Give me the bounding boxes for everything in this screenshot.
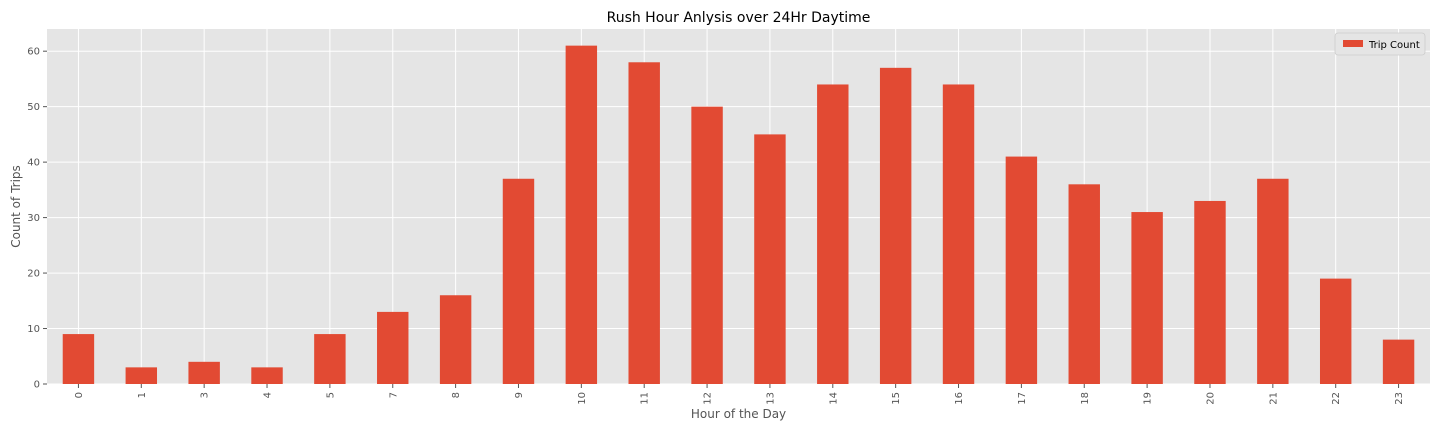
bar-hour-0 bbox=[62, 334, 95, 384]
x-tick-label: 22 bbox=[1331, 392, 1342, 405]
x-tick-label: 15 bbox=[891, 392, 902, 405]
x-tick-label: 23 bbox=[1394, 392, 1405, 405]
x-tick-label: 11 bbox=[640, 392, 651, 405]
x-tick-label: 9 bbox=[514, 392, 525, 398]
x-tick-label: 20 bbox=[1205, 392, 1216, 405]
x-tick-label: 10 bbox=[577, 392, 588, 405]
x-tick-label: 18 bbox=[1080, 392, 1091, 405]
x-tick-label: 21 bbox=[1268, 392, 1279, 405]
x-tick-label: 5 bbox=[325, 392, 336, 398]
bar-hour-23 bbox=[1382, 339, 1415, 384]
y-tick-label: 40 bbox=[27, 158, 40, 169]
bar-hour-8 bbox=[439, 295, 472, 384]
x-tick-label: 3 bbox=[200, 392, 211, 398]
x-tick-label: 14 bbox=[828, 392, 839, 405]
x-tick-label: 16 bbox=[954, 392, 965, 405]
y-axis-label: Count of Trips bbox=[9, 165, 23, 248]
x-tick-label: 1 bbox=[137, 392, 148, 398]
bar-hour-4 bbox=[251, 367, 283, 384]
bar-hour-11 bbox=[628, 62, 660, 384]
bars bbox=[62, 45, 1415, 384]
y-tick-label: 20 bbox=[27, 269, 40, 280]
x-axis-label: Hour of the Day bbox=[691, 407, 786, 421]
bar-hour-20 bbox=[1194, 200, 1226, 384]
x-tick-label: 13 bbox=[765, 392, 776, 405]
bar-hour-14 bbox=[817, 84, 849, 384]
bar-hour-12 bbox=[691, 106, 723, 384]
x-tick-label: 19 bbox=[1143, 392, 1154, 405]
y-tick-label: 30 bbox=[27, 213, 40, 224]
bar-hour-1 bbox=[125, 367, 158, 384]
legend: Trip Count bbox=[1334, 32, 1426, 56]
bar-hour-15 bbox=[879, 67, 912, 384]
bar-hour-13 bbox=[754, 134, 786, 384]
x-tick-label: 17 bbox=[1017, 392, 1028, 405]
legend-swatch bbox=[1343, 40, 1363, 47]
chart-title: Rush Hour Anlysis over 24Hr Daytime bbox=[607, 10, 871, 26]
x-axis-ticks: 0 1 3 4 5 7 8 9 10 11 12 13 14 15 16 17 18 19 20 21 22 23 bbox=[74, 384, 1405, 405]
y-tick-label: 10 bbox=[27, 324, 40, 335]
x-tick-label: 8 bbox=[451, 392, 462, 398]
x-tick-label: 12 bbox=[703, 392, 714, 405]
bar-hour-19 bbox=[1131, 212, 1163, 384]
bar-hour-17 bbox=[1005, 156, 1038, 384]
y-axis-ticks: 0 10 20 30 40 50 60 bbox=[27, 47, 47, 391]
x-tick-label: 0 bbox=[74, 392, 85, 398]
bar-hour-21 bbox=[1257, 178, 1289, 384]
bar-hour-5 bbox=[314, 334, 346, 384]
bar-hour-10 bbox=[565, 45, 598, 384]
bar-hour-22 bbox=[1319, 278, 1352, 384]
y-tick-label: 50 bbox=[27, 102, 40, 113]
bar-hour-18 bbox=[1068, 184, 1100, 384]
y-tick-label: 0 bbox=[34, 380, 40, 391]
y-tick-label: 60 bbox=[27, 47, 40, 58]
bar-hour-9 bbox=[502, 178, 535, 384]
legend-label: Trip Count bbox=[1368, 40, 1420, 51]
legend-box bbox=[1334, 32, 1426, 56]
bar-hour-16 bbox=[942, 84, 975, 384]
x-tick-label: 7 bbox=[388, 392, 399, 398]
x-tick-label: 4 bbox=[263, 392, 274, 398]
bar-hour-7 bbox=[377, 311, 409, 384]
bar-hour-3 bbox=[188, 361, 220, 384]
